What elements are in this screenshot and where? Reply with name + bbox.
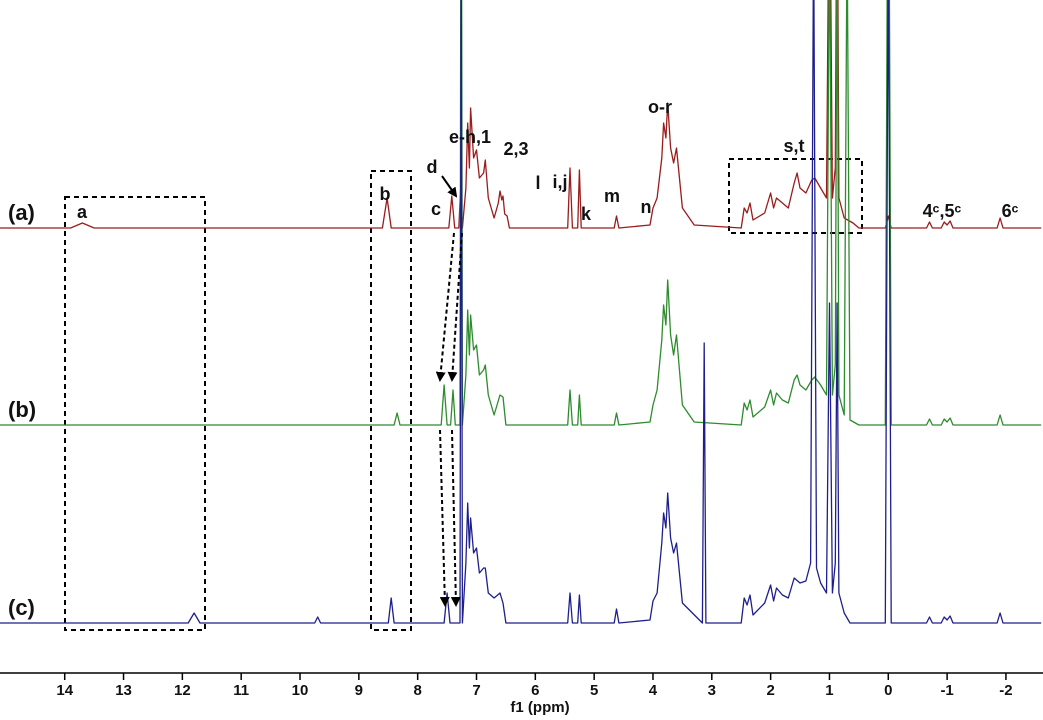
arrow xyxy=(439,429,450,607)
series-label: (c) xyxy=(8,595,35,620)
spectra xyxy=(0,0,1042,624)
peak-label: l xyxy=(535,173,540,193)
arrow xyxy=(435,232,455,382)
peak-label: c xyxy=(431,199,441,219)
peak-label: 2,3 xyxy=(503,139,528,159)
x-tick-label: 5 xyxy=(590,682,598,699)
x-tick-label: 6 xyxy=(531,682,539,699)
box xyxy=(64,196,206,631)
peak-label: d xyxy=(427,157,438,177)
x-tick-label: 10 xyxy=(292,682,309,699)
x-tick-label: 14 xyxy=(56,682,73,699)
peak-label: o-r xyxy=(648,97,672,117)
x-tick-label: 9 xyxy=(355,682,363,699)
highlight-boxes xyxy=(64,158,863,631)
arrows xyxy=(435,175,463,607)
arrow xyxy=(450,429,461,607)
box xyxy=(370,170,412,631)
x-tick-label: 2 xyxy=(766,682,774,699)
box xyxy=(728,158,863,234)
series-label: (a) xyxy=(8,200,35,225)
arrow xyxy=(447,232,463,382)
x-tick-label: 1 xyxy=(825,682,833,699)
peak-label: n xyxy=(641,197,652,217)
peak-label: i,j xyxy=(552,172,567,192)
x-tick-label: 8 xyxy=(413,682,421,699)
peak-label: m xyxy=(604,186,620,206)
peak-label: a xyxy=(77,202,88,222)
spectrum-line xyxy=(0,0,1042,229)
x-tick-label: 12 xyxy=(174,682,191,699)
x-tick-label: 3 xyxy=(708,682,716,699)
peak-label: b xyxy=(380,184,391,204)
x-tick-label: 11 xyxy=(233,682,249,699)
x-tick-label: -2 xyxy=(999,682,1012,699)
arrow xyxy=(441,175,458,198)
spectrum-line xyxy=(0,0,1042,426)
peak-label: e-h,1 xyxy=(449,127,491,147)
x-tick-label: 7 xyxy=(472,682,480,699)
spectrum-line xyxy=(0,0,1042,624)
x-tick-label: 13 xyxy=(115,682,132,699)
x-tick-label: 0 xyxy=(884,682,892,699)
peak-label: 4ᶜ,5ᶜ xyxy=(923,201,962,221)
x-tick-label: 4 xyxy=(649,682,658,699)
x-tick-label: -1 xyxy=(940,682,953,699)
peak-label: 6ᶜ xyxy=(1002,201,1019,221)
peak-label: s,t xyxy=(783,136,804,156)
x-axis-label: f1 (ppm) xyxy=(510,699,569,716)
peak-label: k xyxy=(581,204,592,224)
series-label: (b) xyxy=(8,397,36,422)
